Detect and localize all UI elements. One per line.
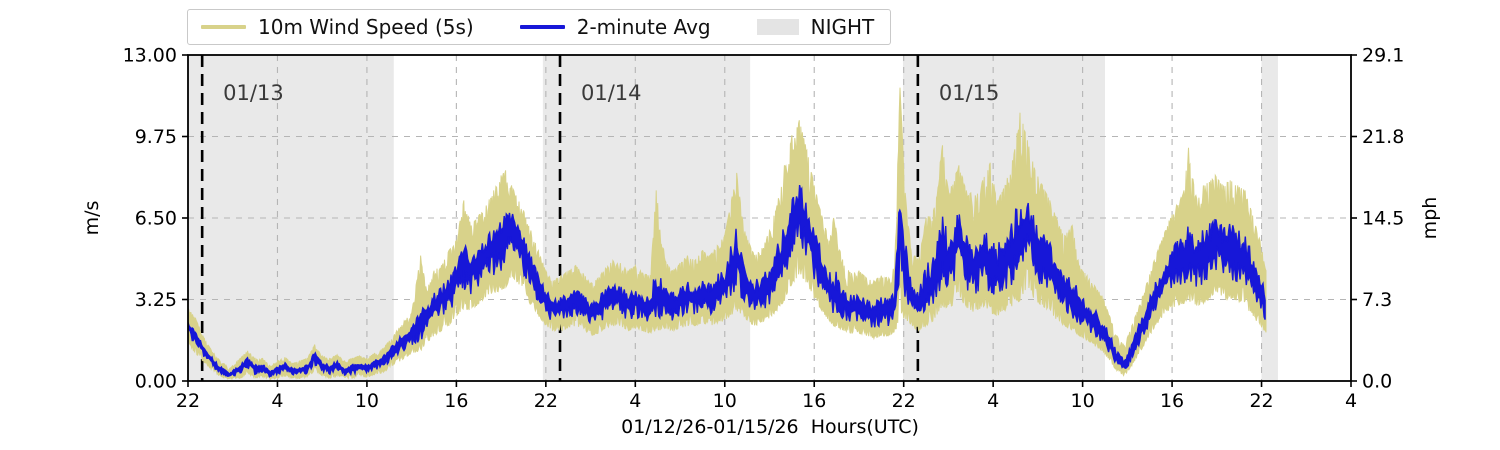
gust-series-path [188,87,1267,381]
y-tick-label-left: 0.00 [135,371,177,393]
x-axis-label: 01/12/26-01/15/26 Hours(UTC) [621,416,919,438]
x-tick-label: 22 [534,390,558,412]
x-tick-label: 16 [802,390,826,412]
x-tick-label: 22 [176,390,200,412]
x-tick-label: 16 [1160,390,1184,412]
legend-item-gust: 10m Wind Speed (5s) [201,15,474,39]
y-tick-label-right: 29.1 [1362,45,1404,67]
avg-line-swatch [519,25,565,29]
y-tick-label-right: 7.3 [1362,289,1392,311]
x-tick-label: 10 [355,390,379,412]
x-tick-label: 10 [713,390,737,412]
x-tick-label: 4 [271,390,283,412]
x-tick-label: 16 [444,390,468,412]
avg-series-path [188,184,1266,378]
x-tick-label: 22 [892,390,916,412]
y-axis-label-left: m/s [81,200,103,236]
x-tick-label: 4 [1345,390,1357,412]
y-tick-label-left: 9.75 [135,126,177,148]
y-tick-label-right: 14.5 [1362,208,1404,230]
day-label: 01/15 [939,81,1000,105]
day-label: 01/13 [223,81,284,105]
x-tick-label: 4 [629,390,641,412]
night-patch-swatch [756,19,799,35]
y-tick-label-left: 3.25 [135,289,177,311]
x-tick-label: 22 [1249,390,1273,412]
legend-item-night: NIGHT [756,15,875,39]
gust-line-swatch [201,25,246,29]
x-tick-label: 10 [1071,390,1095,412]
y-axis-label-right: mph [1419,196,1441,240]
y-tick-label-left: 13.00 [123,45,177,67]
legend-label-night: NIGHT [810,15,875,39]
y-tick-label-right: 21.8 [1362,126,1404,148]
day-label: 01/14 [581,81,642,105]
x-tick-label: 4 [987,390,999,412]
legend-label-gust: 10m Wind Speed (5s) [258,15,474,39]
night-shading-region [188,55,394,381]
legend-label-avg: 2-minute Avg [576,15,711,39]
y-tick-label-left: 6.50 [135,208,177,230]
chart-legend: 10m Wind Speed (5s) 2-minute Avg NIGHT [187,9,892,45]
legend-item-avg: 2-minute Avg [519,15,711,39]
y-tick-label-right: 0.0 [1362,371,1392,393]
plot-area [188,55,1351,381]
